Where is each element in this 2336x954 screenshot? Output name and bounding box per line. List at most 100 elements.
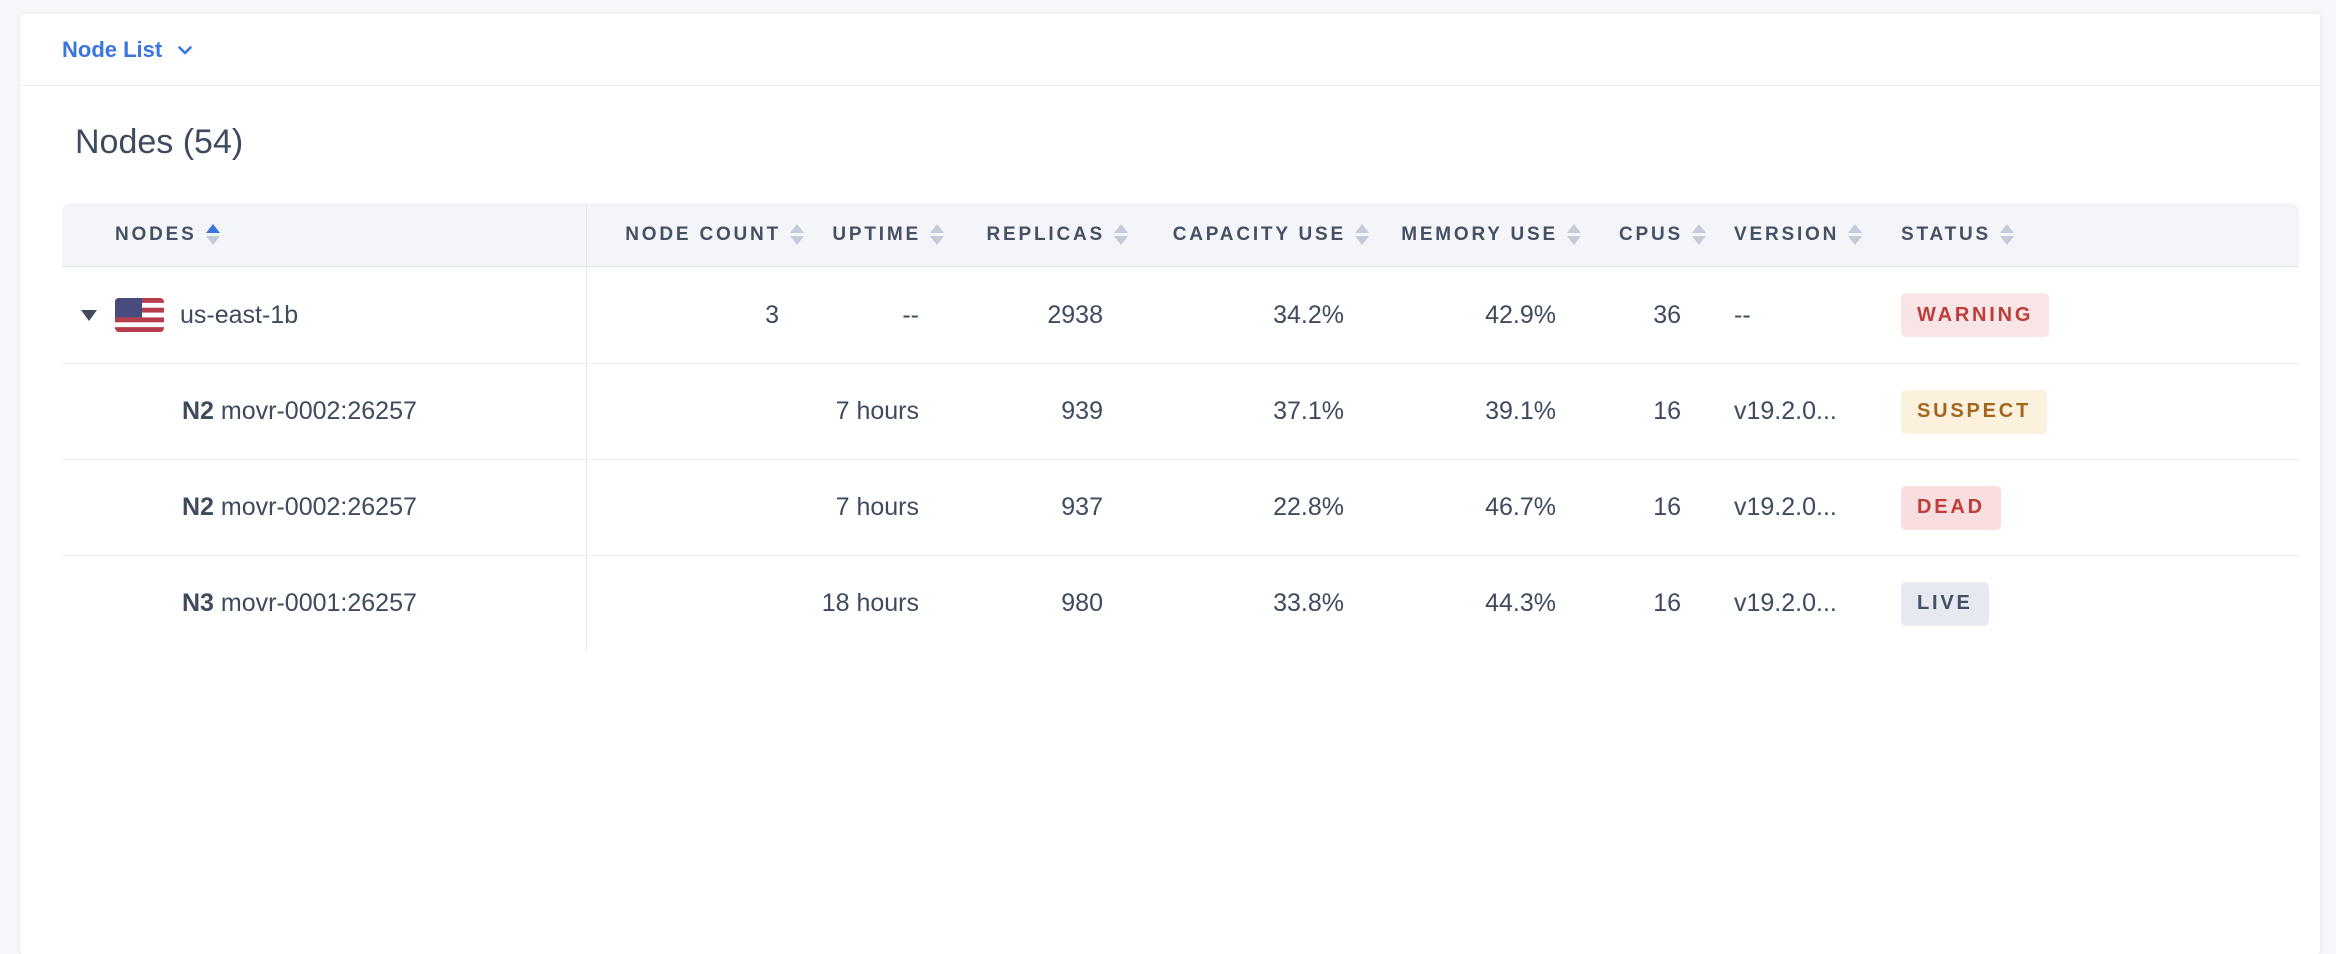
cpus-cell: 16 [1653,589,1681,617]
node-count-cell [587,364,812,459]
status-badge: LIVE [1901,581,1989,626]
nodes-cell: N2 movr-0002:26257 [62,364,587,459]
region-name: us-east-1b [180,300,299,329]
column-header-capacity-use[interactable]: CAPACITY USE [1136,203,1377,266]
capacity-use-cell: 33.8% [1273,589,1344,617]
node-list-card: Node List Nodes (54) NODES NODE COUNT UP… [20,14,2320,954]
us-flag-icon [115,298,164,332]
version-cell: v19.2.0... [1734,397,1837,425]
table-row-node[interactable]: N2 movr-0002:26257 7 hours 939 37.1% 39.… [62,363,2299,459]
column-header-label: CAPACITY USE [1172,223,1346,245]
cpus-cell: 16 [1653,493,1681,521]
table-row-node[interactable]: N3 movr-0001:26257 18 hours 980 33.8% 44… [62,555,2299,651]
sort-down-icon [1848,236,1863,245]
node-id: N2 [182,397,214,425]
sort-up-icon [1355,224,1369,233]
status-cell: WARNING [1901,267,2299,363]
nodes-table: NODES NODE COUNT UPTIME REPLICAS CAPACIT… [62,203,2299,651]
version-cell: v19.2.0... [1734,589,1837,617]
replicas-cell: 980 [1061,589,1103,617]
capacity-use-cell: 22.8% [1273,493,1344,521]
column-header-label: MEMORY USE [1401,223,1558,245]
view-dropdown[interactable]: Node List [62,37,196,63]
status-cell: LIVE [1901,556,2299,651]
sort-up-icon [1567,224,1581,233]
sort-icon [1567,224,1581,245]
node-address: movr-0002:26257 [220,397,417,425]
node-name: N2 movr-0002:26257 [182,493,417,522]
sort-up-icon [1999,224,2014,233]
node-address: movr-0002:26257 [220,493,417,521]
status-cell: SUSPECT [1901,364,2299,459]
status-badge: SUSPECT [1901,389,2048,434]
sort-icon [205,224,220,245]
table-body: us-east-1b 3 -- 2938 34.2% 42.9% 36 -- W… [62,267,2299,651]
node-count-cell [587,460,812,555]
sort-up-icon [930,224,944,233]
sort-down-icon [930,236,944,245]
version-cell: -- [1734,300,1751,329]
sort-up-icon [205,224,220,233]
column-header-nodes[interactable]: NODES [62,203,587,266]
column-header-version[interactable]: VERSION [1714,203,1901,266]
sort-icon [1692,224,1706,245]
sort-icon [1355,224,1369,245]
column-header-replicas[interactable]: REPLICAS [952,203,1136,266]
node-id: N3 [182,589,214,617]
sort-down-icon [205,236,220,245]
sort-down-icon [1355,236,1369,245]
column-header-uptime[interactable]: UPTIME [812,203,952,266]
node-id: N2 [182,493,214,521]
node-count-cell [587,556,812,651]
sort-icon [790,224,804,245]
memory-use-cell: 39.1% [1485,397,1556,425]
version-cell: v19.2.0... [1734,493,1837,521]
table-header-row: NODES NODE COUNT UPTIME REPLICAS CAPACIT… [62,203,2299,267]
nodes-cell: N2 movr-0002:26257 [62,460,587,555]
replicas-cell: 937 [1061,493,1103,521]
status-cell: DEAD [1901,460,2299,555]
chevron-down-icon [178,45,193,54]
column-header-label: NODE COUNT [625,223,781,245]
memory-use-cell: 46.7% [1485,493,1556,521]
column-header-label: NODES [115,223,197,245]
sort-up-icon [1114,224,1128,233]
uptime-cell: 7 hours [835,397,919,425]
status-badge: WARNING [1901,293,2050,337]
replicas-cell: 939 [1061,397,1103,425]
sort-down-icon [1114,236,1128,245]
column-header-status[interactable]: STATUS [1901,203,2299,266]
column-header-label: REPLICAS [986,223,1105,245]
node-name: N2 movr-0002:26257 [182,397,417,426]
memory-use-cell: 44.3% [1485,589,1556,617]
cpus-cell: 36 [1653,300,1681,329]
uptime-cell: 7 hours [835,493,919,521]
sort-icon [1999,224,2014,245]
uptime-cell: 18 hours [821,589,919,617]
sort-down-icon [1567,236,1581,245]
column-header-label: VERSION [1734,223,1840,245]
column-header-node-count[interactable]: NODE COUNT [587,203,812,266]
sort-down-icon [1999,236,2014,245]
column-header-label: CPUS [1619,223,1683,245]
node-name: N3 movr-0001:26257 [182,589,417,618]
table-row-region[interactable]: us-east-1b 3 -- 2938 34.2% 42.9% 36 -- W… [62,267,2299,363]
sort-up-icon [1848,224,1863,233]
cpus-cell: 16 [1653,397,1681,425]
column-header-label: STATUS [1901,223,1991,245]
sort-icon [1848,224,1863,245]
sort-up-icon [1692,224,1706,233]
sort-icon [930,224,944,245]
column-header-cpus[interactable]: CPUS [1589,203,1714,266]
capacity-use-cell: 37.1% [1273,397,1344,425]
memory-use-cell: 42.9% [1485,300,1556,329]
sort-icon [1114,224,1128,245]
sort-down-icon [790,236,804,245]
page-title: Nodes (54) [75,123,244,161]
column-header-label: UPTIME [832,223,921,245]
content-area: Nodes (54) NODES NODE COUNT UPTIME REPLI… [20,124,2320,651]
collapse-caret-icon[interactable] [81,309,97,321]
status-badge: DEAD [1901,485,2001,530]
table-row-node[interactable]: N2 movr-0002:26257 7 hours 937 22.8% 46.… [62,459,2299,555]
column-header-memory-use[interactable]: MEMORY USE [1377,203,1589,266]
